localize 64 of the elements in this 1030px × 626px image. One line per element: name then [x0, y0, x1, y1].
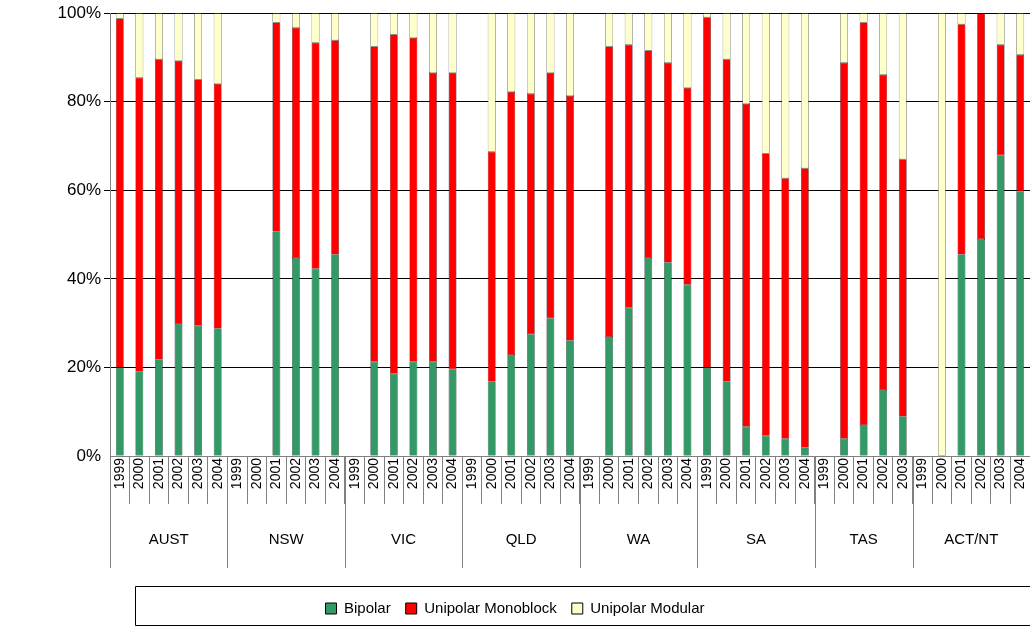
- x-tick-label: 1999: [345, 457, 362, 490]
- y-tick-label: 80%: [66, 91, 101, 111]
- text: AUST: [148, 530, 189, 548]
- x-tick-label: 2003: [658, 457, 675, 490]
- x-tick-label: 1999: [462, 457, 479, 490]
- x-tick-label: 1999: [228, 457, 245, 490]
- x-tick-label: 2001: [502, 457, 519, 490]
- legend-label: Unipolar Modular: [590, 598, 705, 616]
- text: VIC: [391, 530, 417, 548]
- x-tick-label: 2001: [619, 457, 636, 490]
- x-tick-label: 2003: [541, 457, 558, 490]
- y-tick-label: 40%: [66, 268, 101, 288]
- x-tick-label: 2003: [423, 457, 440, 490]
- x-tick-label: 2003: [893, 457, 910, 490]
- text: QLD: [505, 530, 537, 548]
- text: TAS: [849, 530, 878, 548]
- x-tick-label: 2002: [639, 457, 656, 490]
- x-tick-label: 2000: [482, 457, 499, 490]
- legend-label: Bipolar: [344, 598, 391, 616]
- x-tick-label: 2003: [188, 457, 205, 490]
- x-tick-label: 2004: [208, 457, 225, 490]
- x-tick-label: 2000: [365, 457, 382, 490]
- text: WA: [626, 530, 651, 548]
- x-tick-label: 2001: [952, 457, 969, 490]
- x-tick-label: 2003: [776, 457, 793, 490]
- x-tick-label: 2004: [678, 457, 695, 490]
- x-tick-label: 2001: [267, 457, 284, 490]
- x-tick-label: 1999: [913, 457, 930, 490]
- legend-label: Unipolar Monoblock: [424, 598, 558, 616]
- x-tick-label: 2004: [560, 457, 577, 490]
- x-tick-label: 2000: [247, 457, 264, 490]
- x-tick-label: 2004: [1011, 457, 1028, 490]
- x-tick-label: 2001: [854, 457, 871, 490]
- x-tick-label: 1999: [697, 457, 714, 490]
- x-tick-label: 2000: [932, 457, 949, 490]
- x-tick-label: 2001: [149, 457, 166, 490]
- y-tick-label: 0%: [76, 445, 101, 465]
- x-tick-label: 2002: [286, 457, 303, 490]
- x-tick-label: 2000: [717, 457, 734, 490]
- x-tick-label: 2000: [130, 457, 147, 490]
- x-tick-label: 2002: [971, 457, 988, 490]
- x-tick-label: 2002: [404, 457, 421, 490]
- x-tick-label: 2002: [521, 457, 538, 490]
- x-tick-label: 2003: [306, 457, 323, 490]
- x-tick-label: 1999: [815, 457, 832, 490]
- x-tick-label: 2000: [834, 457, 851, 490]
- x-tick-label: 1999: [580, 457, 597, 490]
- x-tick-label: 2002: [874, 457, 891, 490]
- x-tick-label: 2001: [737, 457, 754, 490]
- y-tick-label: 60%: [66, 180, 101, 200]
- x-tick-label: 2002: [756, 457, 773, 490]
- x-tick-label: 2004: [325, 457, 342, 490]
- x-tick-label: 2003: [991, 457, 1008, 490]
- y-tick-label: 100%: [57, 2, 101, 22]
- x-tick-label: 2004: [795, 457, 812, 490]
- x-tick-label: 2002: [169, 457, 186, 490]
- x-tick-label: 2001: [384, 457, 401, 490]
- text: SA: [745, 530, 766, 548]
- text: ACT/NT: [944, 530, 999, 548]
- x-tick-label: 2000: [600, 457, 617, 490]
- x-tick-label: 2004: [443, 457, 460, 490]
- x-tick-label: 1999: [110, 457, 127, 490]
- y-tick-label: 20%: [66, 357, 101, 377]
- text: NSW: [268, 530, 305, 548]
